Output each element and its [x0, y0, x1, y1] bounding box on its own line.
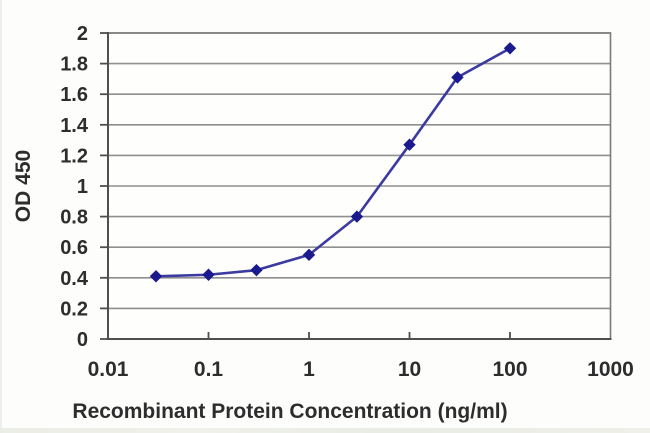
- y-tick-label: 0.6: [60, 237, 88, 259]
- x-axis-title: Recombinant Protein Concentration (ng/ml…: [72, 400, 507, 423]
- y-tick-label: 1.8: [60, 54, 88, 76]
- y-tick-label: 0.4: [60, 268, 89, 290]
- y-axis-title: OD 450: [12, 150, 35, 222]
- y-tick-label: 1: [77, 176, 88, 198]
- axis-ticks: [100, 32, 511, 340]
- x-tick-label: 0.1: [194, 358, 224, 381]
- x-tick-label: 0.01: [88, 358, 129, 381]
- data-point-marker: [350, 210, 364, 223]
- jpeg-edge-artifact: [0, 428, 650, 433]
- x-tick-label: 10: [398, 358, 421, 381]
- tick-labels: 0 0.2 0.4 0.6 0.8 1 1.2 1.4 1.6 1.8 2 0.01 0.1 1 10 100…: [60, 23, 634, 381]
- jpeg-edge-artifact: [0, 0, 2, 433]
- x-tick-label: 100: [492, 358, 527, 381]
- data-line: [155, 47, 511, 278]
- data-point-marker: [250, 263, 263, 277]
- data-point-marker: [451, 71, 464, 84]
- x-tick-label: 1: [303, 358, 315, 381]
- data-point-marker: [503, 42, 517, 55]
- y-tick-label: 0: [77, 329, 88, 351]
- data-series: [149, 42, 517, 283]
- x-tick-label: 1000: [587, 358, 634, 381]
- y-tick-label: 1.4: [60, 115, 89, 137]
- y-tick-label: 1.2: [60, 145, 88, 167]
- data-point-marker: [149, 270, 163, 283]
- y-tick-label: 1.6: [60, 84, 88, 106]
- y-tick-label: 2: [77, 23, 88, 45]
- y-tick-label: 0.8: [60, 207, 88, 229]
- y-tick-label: 0.2: [60, 298, 88, 320]
- data-point-marker: [302, 248, 316, 262]
- data-point-marker: [403, 138, 416, 151]
- data-point-marker: [202, 268, 215, 281]
